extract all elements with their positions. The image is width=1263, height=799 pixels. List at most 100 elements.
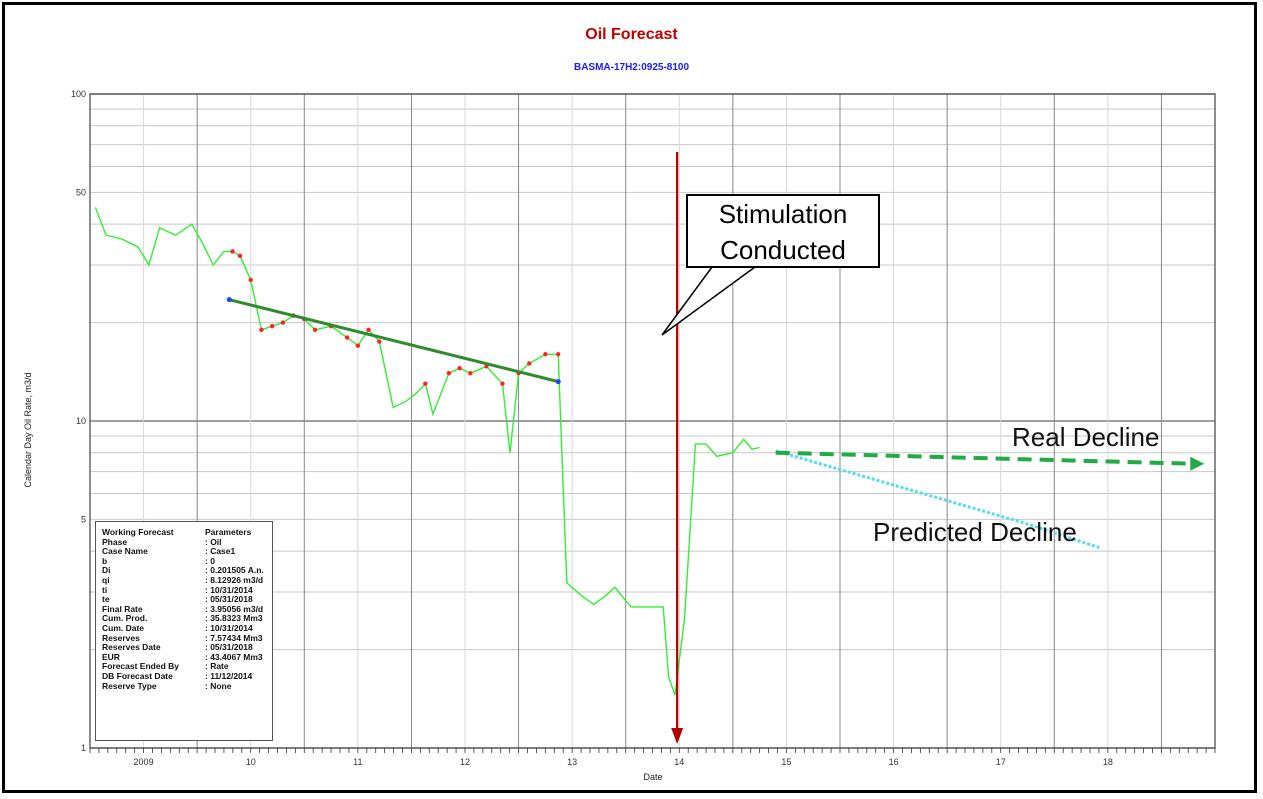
fit-point — [543, 352, 548, 357]
param-row: Reserves : 7.57434 Mm3 — [102, 632, 272, 644]
param-key: Reserves Date — [102, 642, 161, 653]
fit-point — [259, 327, 264, 333]
fit-point — [468, 371, 473, 376]
param-key: b — [102, 555, 108, 566]
stimulation-marker-arrowhead — [671, 728, 684, 744]
param-value: : 10/31/2014 — [205, 584, 253, 595]
predicted-decline-line — [775, 449, 1100, 550]
real-decline-arrowhead — [1190, 456, 1205, 471]
param-value: : 7.57434 Mm3 — [205, 632, 263, 643]
y-tick-label: 50 — [76, 187, 86, 197]
fit-point — [237, 253, 243, 259]
param-value: Parameters — [205, 527, 252, 537]
param-value: : 05/31/2018 — [205, 642, 253, 653]
y-tick-label: 1 — [81, 743, 86, 753]
param-key: qi — [102, 574, 110, 585]
callout-pointer — [661, 266, 758, 336]
param-row: qi : 8.12926 m3/d — [102, 574, 272, 586]
param-row: Reserves Date : 05/31/2018 — [102, 643, 272, 653]
param-key: te — [102, 594, 110, 605]
param-value: : Rate — [205, 661, 229, 672]
stimulation-line-2: Conducted — [720, 235, 846, 265]
y-tick-label: 100 — [71, 89, 86, 99]
real-decline-arrow — [775, 450, 1195, 466]
param-row: ti : 10/31/2014 — [102, 584, 272, 596]
param-key: Cum. Date — [102, 622, 145, 633]
param-row: Final Rate : 3.95056 m3/d — [102, 603, 272, 615]
stimulation-callout: Stimulation Conducted — [686, 194, 880, 268]
param-key: DB Forecast Date — [102, 670, 173, 681]
param-key: Cum. Prod. — [102, 613, 148, 624]
param-value: : 3.95056 m3/d — [205, 603, 264, 614]
y-axis-label: Calendar Day Oil Rate, m3/d — [23, 372, 33, 488]
fit-point — [366, 327, 371, 333]
x-tick-label: 2009 — [134, 757, 154, 767]
y-tick-label: 5 — [81, 514, 86, 524]
param-key: Reserves — [102, 632, 140, 643]
param-key: ti — [102, 584, 108, 595]
param-row: b : 0 — [102, 555, 272, 567]
x-tick-label: 17 — [996, 757, 1006, 767]
actual-rate-line — [94, 207, 760, 696]
param-row: Di : 0.201505 A.n. — [102, 566, 272, 576]
param-value: : Oil — [205, 536, 222, 547]
x-tick-label: 15 — [781, 757, 791, 767]
fit-point — [269, 323, 275, 329]
param-row: te : 05/31/2018 — [102, 595, 272, 605]
param-row: DB Forecast Date : 11/12/2014 — [102, 670, 272, 682]
x-tick-label: 12 — [460, 757, 470, 767]
param-value: : Case1 — [205, 546, 236, 557]
predicted-decline-label: Predicted Decline — [873, 517, 1077, 547]
param-value: : 05/31/2018 — [205, 594, 253, 605]
x-axis-label: Date — [643, 772, 663, 782]
fitted-decline-line — [228, 298, 559, 384]
param-key: Case Name — [102, 546, 148, 557]
param-row: Cum. Prod. : 35.8323 Mm3 — [102, 614, 272, 624]
param-key: Working Forecast — [102, 527, 174, 537]
param-key: Di — [102, 565, 111, 576]
chart-title: Oil Forecast — [585, 26, 678, 43]
fit-point — [344, 335, 350, 340]
param-key: Final Rate — [102, 603, 143, 614]
fit-point — [457, 366, 462, 371]
param-key: Phase — [102, 536, 128, 547]
fit-point — [280, 320, 286, 325]
param-row: Working Forecast Parameters — [102, 527, 272, 538]
param-value: : 0 — [205, 555, 215, 566]
param-value: : 43.4067 Mm3 — [205, 651, 263, 662]
param-key: Forecast Ended By — [102, 661, 179, 672]
param-row: Case Name : Case1 — [102, 547, 272, 557]
fit-point — [377, 339, 382, 344]
fit-point — [527, 361, 532, 366]
x-tick-label: 13 — [567, 757, 577, 767]
x-tick-label: 11 — [353, 757, 362, 767]
fit-point — [446, 371, 452, 376]
param-row: EUR : 43.4067 Mm3 — [102, 651, 272, 663]
param-row: Forecast Ended By : Rate — [102, 662, 272, 672]
param-value: : 11/12/2014 — [205, 670, 253, 681]
fit-point — [355, 343, 361, 348]
fit-point — [312, 327, 318, 333]
param-row: Cum. Date : 10/31/2014 — [102, 622, 272, 634]
param-value: : None — [205, 680, 232, 691]
x-tick-label: 18 — [1103, 757, 1113, 767]
fit-point — [230, 249, 235, 254]
param-value: : 0.201505 A.n. — [205, 565, 264, 576]
x-tick-label: 14 — [674, 757, 684, 767]
fit-end-point — [555, 379, 561, 385]
param-value: : 8.12926 m3/d — [205, 574, 264, 585]
param-value: : 35.8323 Mm3 — [205, 613, 263, 624]
param-value: : 10/31/2014 — [205, 622, 253, 633]
param-row: Reserve Type : None — [102, 680, 272, 692]
param-key: Reserve Type — [102, 680, 157, 691]
stimulation-line-1: Stimulation — [718, 199, 848, 229]
fit-start-point — [226, 297, 232, 303]
y-tick-label: 10 — [76, 416, 86, 426]
fit-point — [248, 277, 253, 283]
param-key: EUR — [102, 651, 120, 662]
forecast-parameters-table: Working Forecast Parameters Phase: Oil Case… — [95, 521, 273, 741]
fit-point — [556, 352, 561, 357]
fit-point — [500, 381, 505, 386]
fit-point — [423, 381, 428, 386]
